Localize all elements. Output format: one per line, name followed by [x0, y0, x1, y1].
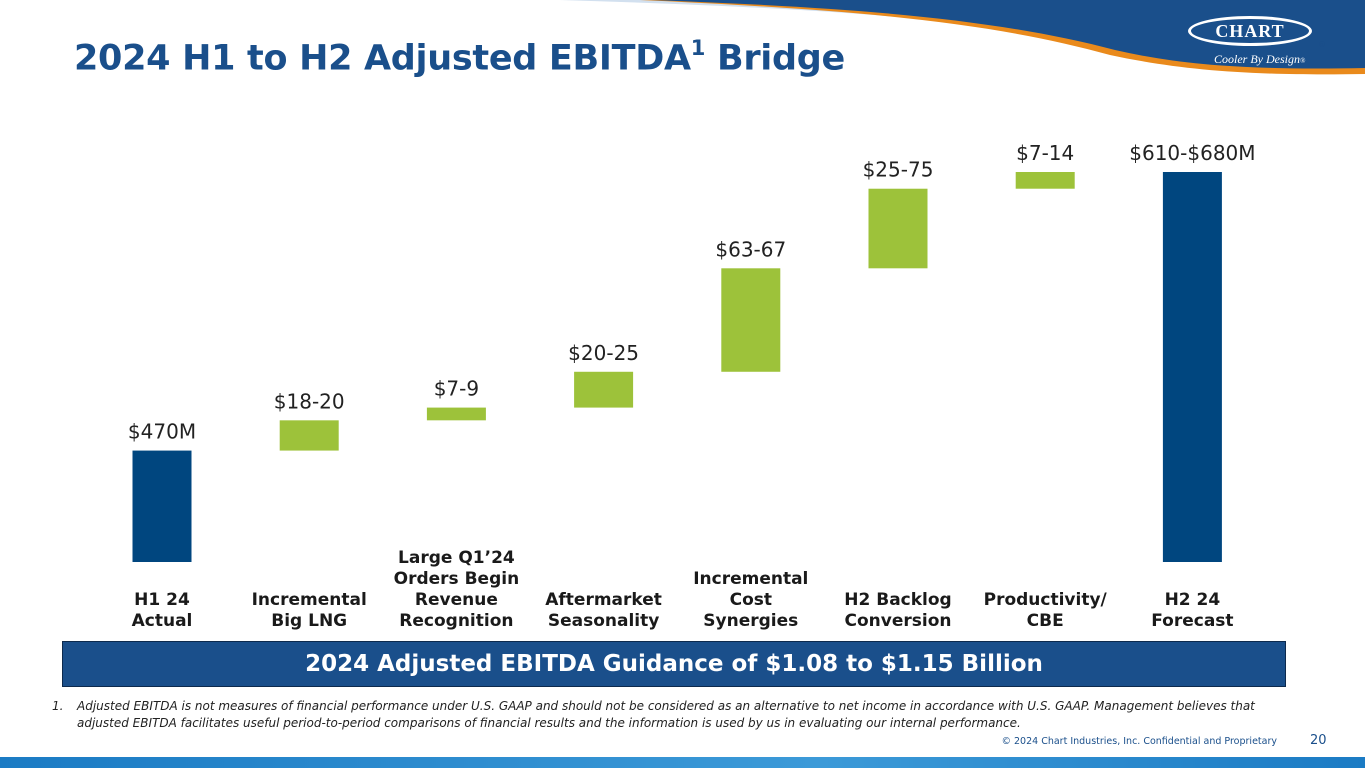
- category-label-5: Incremental Cost Synergies: [693, 569, 808, 631]
- data-label-6: $25-75: [863, 158, 934, 182]
- logo-tagline: Cooler By Design®: [1214, 52, 1306, 66]
- footnote-marker: 1: [690, 36, 706, 60]
- logo-wordmark: CHART: [1188, 16, 1312, 46]
- bar-2: [279, 420, 339, 451]
- chart-logo: CHART ® Cooler By Design®: [1188, 16, 1328, 72]
- logo-registered-mark: ®: [1318, 40, 1326, 49]
- bar-3: [426, 407, 486, 421]
- category-label-6: H2 Backlog Conversion: [844, 590, 951, 631]
- bar-1: [132, 450, 192, 562]
- category-label-3: Large Q1’24 Orders Begin Revenue Recognitio…: [394, 548, 520, 631]
- bar-7: [1015, 172, 1075, 189]
- slide-title: 2024 H1 to H2 Adjusted EBITDA1 Bridge: [74, 36, 845, 79]
- bar-4: [574, 371, 634, 408]
- category-label-2: Incremental Big LNG: [252, 590, 367, 631]
- data-label-4: $20-25: [568, 341, 639, 365]
- data-label-1: $470M: [128, 420, 196, 444]
- category-label-1: H1 24 Actual: [132, 590, 193, 631]
- category-label-4: Aftermarket Seasonality: [545, 590, 662, 631]
- footnote: 1. Adjusted EBITDA is not measures of fi…: [52, 698, 1292, 732]
- bar-6: [868, 188, 928, 269]
- data-label-3: $7-9: [434, 377, 479, 401]
- data-label-7: $7-14: [1016, 141, 1074, 165]
- category-label-8: H2 24 Forecast: [1151, 590, 1233, 631]
- guidance-banner: 2024 Adjusted EBITDA Guidance of $1.08 t…: [62, 641, 1286, 687]
- footnote-text: Adjusted EBITDA is not measures of finan…: [77, 699, 1255, 730]
- copyright-notice: © 2024 Chart Industries, Inc. Confidenti…: [1001, 736, 1277, 747]
- page-number: 20: [1310, 733, 1327, 748]
- footnote-number: 1.: [52, 699, 64, 713]
- waterfall-chart: $470M H1 24 Actual $18-20 Incremental Big LNG…: [128, 141, 1256, 631]
- category-label-7: Productivity/CBE: [984, 590, 1108, 631]
- bar-8: [1162, 172, 1222, 562]
- footer-bar: [0, 757, 1365, 768]
- data-label-5: $63-67: [715, 237, 786, 261]
- bar-5: [721, 268, 781, 372]
- data-label-2: $18-20: [274, 389, 345, 413]
- header-swoosh: [560, 0, 1365, 75]
- data-label-8: $610-$680M: [1129, 141, 1255, 165]
